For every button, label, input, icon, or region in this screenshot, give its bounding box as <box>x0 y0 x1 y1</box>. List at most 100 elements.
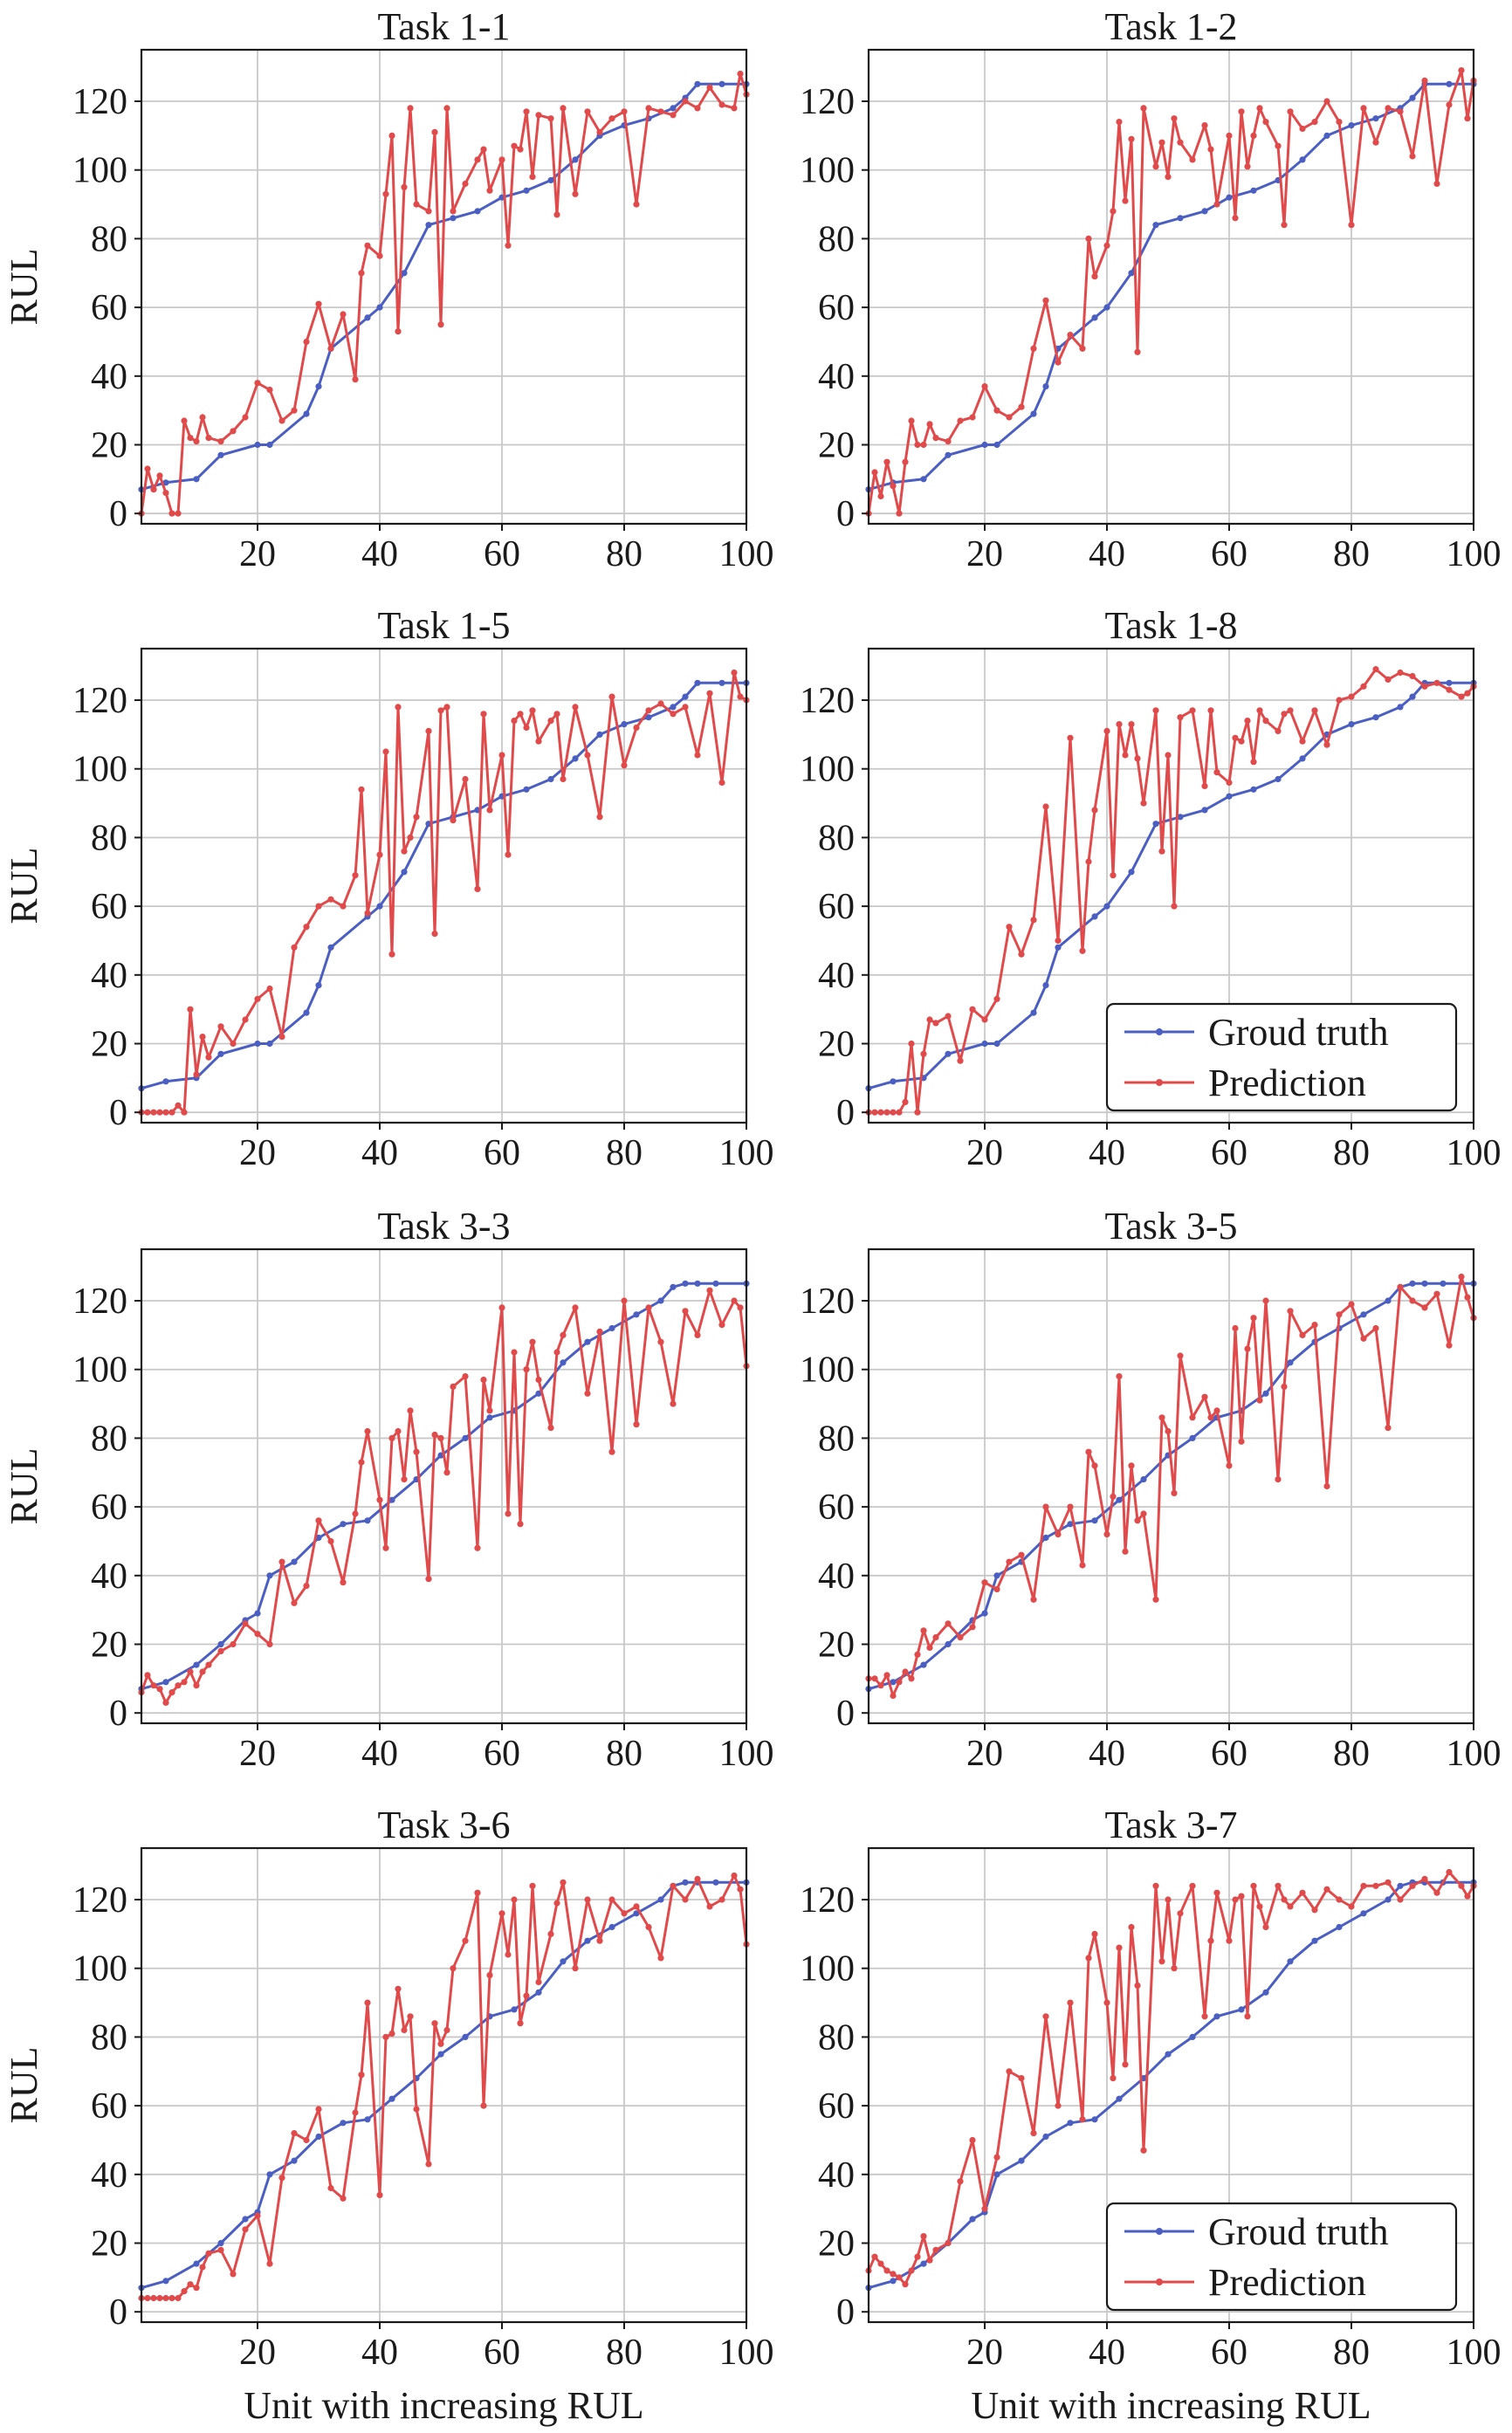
y-tick-label: 0 <box>836 494 855 534</box>
data-point <box>340 311 347 318</box>
panel-6: 20 40 60 80 100 0 20 40 60 80 100 120 Task 3-5 <box>800 1205 1502 1774</box>
y-tick-label: 120 <box>72 82 127 122</box>
data-point <box>517 1521 524 1528</box>
data-point <box>291 944 298 951</box>
data-point <box>1177 714 1184 721</box>
data-point <box>1103 1999 1110 2006</box>
x-tick-label: 80 <box>1333 1734 1370 1774</box>
data-point <box>230 2271 237 2278</box>
data-point <box>1299 156 1306 163</box>
data-point <box>883 1672 890 1679</box>
data-point <box>266 386 273 394</box>
data-point <box>217 438 224 445</box>
data-point <box>1275 727 1282 735</box>
data-point <box>1232 734 1239 741</box>
y-tick-label: 0 <box>109 2292 127 2333</box>
y-tick-label: 20 <box>91 2224 127 2265</box>
data-point <box>945 2239 952 2247</box>
data-point <box>1232 1324 1239 1332</box>
data-point <box>969 1006 976 1013</box>
data-point <box>682 1896 689 1903</box>
data-point <box>1433 679 1440 686</box>
data-point <box>474 1544 481 1551</box>
data-point <box>1250 786 1257 793</box>
data-point <box>462 1373 469 1380</box>
data-point <box>1177 1352 1184 1359</box>
data-point <box>694 1331 701 1338</box>
data-point <box>657 700 664 707</box>
data-point <box>584 1338 591 1345</box>
data-point <box>535 112 542 119</box>
data-point <box>291 2157 298 2164</box>
data-point <box>1421 1304 1428 1311</box>
data-point <box>981 2205 988 2212</box>
panel-7: 20 40 60 80 100 0 20 40 60 80 100 120 Task 3-6 RUL Uni… <box>3 1804 774 2427</box>
data-point <box>1042 2013 1049 2020</box>
series-pred <box>138 669 750 1116</box>
data-point <box>1140 1476 1147 1483</box>
data-point <box>1360 1335 1367 1342</box>
data-point <box>1397 669 1404 677</box>
data-point <box>1091 1930 1098 1937</box>
data-point <box>1006 1558 1013 1565</box>
data-point <box>1262 1390 1269 1397</box>
data-point <box>1287 707 1294 714</box>
data-point <box>1030 345 1037 352</box>
data-point <box>553 1900 560 1907</box>
data-point <box>914 1109 921 1116</box>
data-point <box>914 2253 921 2260</box>
data-point <box>401 869 408 876</box>
y-tick-label: 60 <box>818 1488 855 1528</box>
x-tick-label: 60 <box>484 2333 520 2373</box>
grid <box>141 1249 747 1723</box>
data-point <box>1165 1896 1172 1903</box>
data-point <box>883 2267 890 2274</box>
data-point <box>993 441 1000 449</box>
data-point <box>993 1040 1000 1048</box>
data-point <box>315 1517 322 1524</box>
data-point <box>407 834 414 842</box>
data-point <box>486 807 493 814</box>
data-point <box>303 1009 310 1016</box>
data-point <box>535 1376 542 1384</box>
data-point <box>443 2026 450 2034</box>
series-pred <box>138 1872 750 2302</box>
y-tick-label: 20 <box>818 426 855 466</box>
data-point <box>1042 1534 1049 1542</box>
data-point <box>1385 1425 1392 1432</box>
data-point <box>511 1349 518 1356</box>
series-truth <box>138 679 750 1092</box>
data-point <box>1464 1294 1471 1301</box>
panel-8: 20 40 60 80 100 0 20 40 60 80 100 120 Task 3-7 Unit w… <box>800 1804 1502 2427</box>
data-point <box>254 1610 261 1617</box>
data-point <box>1213 2013 1220 2020</box>
data-point <box>608 1896 615 1903</box>
y-tick-label: 60 <box>91 887 127 927</box>
data-point <box>621 762 628 769</box>
data-point <box>352 872 359 879</box>
data-point <box>670 1400 677 1407</box>
data-point <box>1446 1342 1453 1349</box>
data-point <box>1134 348 1141 355</box>
data-point <box>1091 2116 1098 2123</box>
data-point <box>156 2294 163 2302</box>
data-point <box>1360 1910 1367 1917</box>
data-point <box>315 383 322 390</box>
x-tick-label: 60 <box>484 1734 520 1774</box>
data-point <box>1067 1999 1074 2006</box>
y-tick-label: 60 <box>818 2086 855 2127</box>
data-point <box>401 270 408 277</box>
x-tick-label: 20 <box>239 1133 276 1173</box>
data-point <box>682 1280 689 1287</box>
data-point <box>1018 2157 1025 2164</box>
data-point <box>1201 2013 1208 2020</box>
data-point <box>706 1903 713 1910</box>
y-tick-label: 80 <box>818 219 855 259</box>
data-point <box>572 1965 579 1972</box>
series-line-pred <box>141 1874 748 2299</box>
data-point <box>896 1109 903 1116</box>
plot-frame <box>140 1846 748 2324</box>
data-point <box>376 2191 383 2198</box>
data-point <box>535 738 542 745</box>
data-point <box>217 1647 224 1654</box>
